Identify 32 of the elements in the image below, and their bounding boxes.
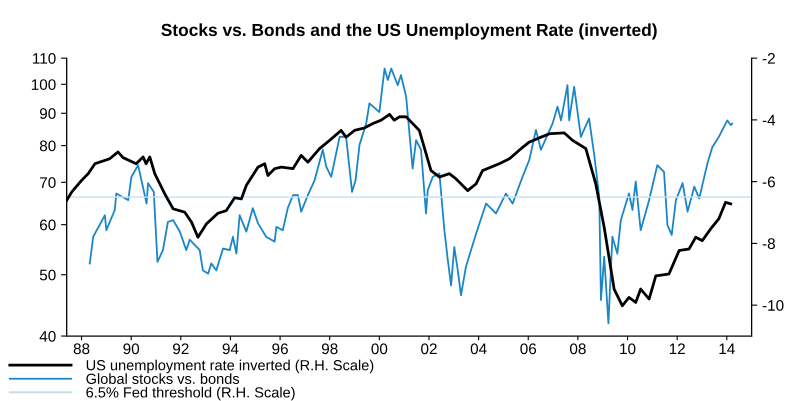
y-tick-label: 110	[33, 53, 56, 64]
x-tick-label: 02	[421, 343, 437, 354]
chart-title: Stocks vs. Bonds and the US Unemployment Rate (inverted)	[161, 23, 657, 40]
y-tick-label: 80	[40, 140, 56, 152]
legend-label: Global stocks vs. bonds	[86, 373, 240, 384]
y-tick-label: 50	[40, 270, 56, 280]
x-tick-label: 96	[272, 343, 288, 354]
x-tick-label: 98	[322, 343, 338, 354]
y-tick-label: 90	[40, 108, 56, 119]
x-tick-label: 12	[670, 343, 685, 354]
x-tick-label: 08	[570, 343, 586, 354]
legend-label: 6.5% Fed threshold (R.H. Scale)	[86, 386, 295, 400]
line-series	[88, 68, 734, 324]
y2-tick-label: -6	[762, 176, 775, 188]
x-tick-label: 00	[371, 343, 388, 354]
y-tick-label: 100	[32, 79, 56, 90]
x-tick-label: 10	[620, 343, 636, 354]
x-tick-label: 14	[719, 344, 735, 354]
x-tick-label: 90	[123, 343, 140, 354]
y-tick-label: 60	[40, 220, 56, 230]
x-tick-label: 94	[222, 343, 238, 354]
x-tick-label: 92	[173, 343, 189, 354]
y-tick-label: 70	[40, 177, 56, 188]
legend-label: US unemployment rate inverted (R.H. Scale)	[86, 360, 374, 374]
y2-tick-label: -2	[762, 53, 775, 64]
y2-tick-label: -8	[762, 238, 775, 250]
x-tick-label: 04	[470, 343, 487, 354]
y-tick-label: 40	[40, 330, 56, 342]
y2-tick-label: -4	[762, 114, 776, 126]
y2-tick-label: -10	[762, 300, 784, 311]
x-tick-label: 06	[520, 343, 536, 354]
x-tick-label: 88	[74, 343, 90, 354]
